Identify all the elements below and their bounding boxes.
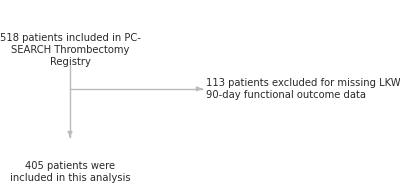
Text: 405 patients were
included in this analysis: 405 patients were included in this analy… [10,161,130,183]
Text: 113 patients excluded for missing LKW or
90-day functional outcome data: 113 patients excluded for missing LKW or… [206,78,400,100]
Text: 518 patients included in PC-
SEARCH Thrombectomy
Registry: 518 patients included in PC- SEARCH Thro… [0,33,140,66]
